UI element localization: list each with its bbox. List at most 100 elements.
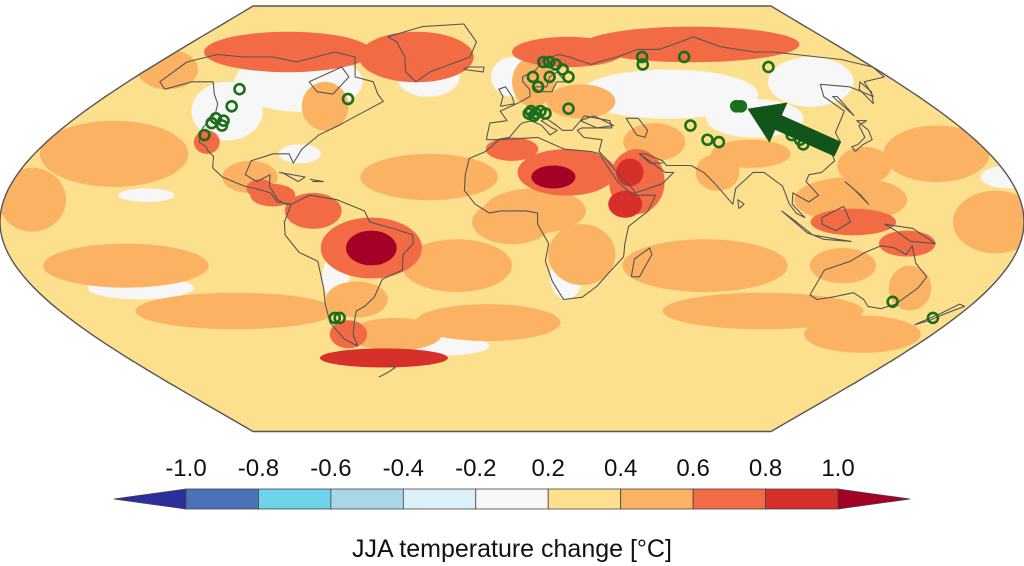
- station-marker: [527, 109, 540, 123]
- anomaly-patch: [246, 179, 275, 198]
- coastline: [844, 181, 870, 205]
- coastline: [737, 199, 745, 210]
- coastline: [639, 153, 664, 164]
- anomaly-patch: [837, 146, 892, 185]
- coastline: [851, 120, 873, 152]
- colorbar-tick-label: 0.6: [676, 455, 709, 482]
- anomaly-patch: [622, 239, 788, 293]
- coastline: [625, 117, 649, 138]
- coastline: [279, 171, 306, 183]
- colorbar-bin: [620, 488, 694, 510]
- anomaly-patch: [531, 165, 576, 189]
- station-marker: [537, 55, 550, 69]
- anomaly-patch: [695, 153, 740, 191]
- station-marker: [562, 70, 575, 84]
- anomaly-patch: [548, 224, 616, 286]
- colorbar-tick-label: 0.4: [604, 455, 637, 482]
- colorbar-tick-label: 0.2: [532, 455, 565, 482]
- station-marker: [636, 58, 650, 71]
- colorbar-bin: [475, 488, 549, 510]
- coastline: [809, 245, 928, 310]
- station-marker: [635, 50, 649, 64]
- coastline: [309, 178, 324, 183]
- coastline: [914, 303, 966, 326]
- anomaly-patch: [203, 31, 372, 73]
- station-marker: [215, 119, 229, 132]
- anomaly-patch: [952, 190, 1024, 254]
- station-markers: [198, 50, 940, 325]
- coastline: [463, 66, 485, 73]
- station-marker: [526, 70, 540, 84]
- anomaly-patch: [39, 120, 189, 187]
- anomaly-patch: [608, 190, 643, 218]
- colorbar-tick-label: -0.4: [383, 455, 424, 482]
- legend-title: JJA temperature change [°C]: [352, 535, 672, 563]
- anomaly-patch: [804, 315, 921, 353]
- colorbar-tick-label: -0.6: [310, 455, 351, 482]
- station-marker: [539, 107, 552, 120]
- coastline: [308, 66, 350, 95]
- anomaly-patch: [0, 167, 67, 232]
- colorbar-tick-label: -1.0: [165, 455, 206, 482]
- coastline: [884, 223, 936, 245]
- colorbar-bin: [402, 488, 477, 510]
- anomaly-patch: [301, 81, 349, 131]
- colorbar-over-triangle: [837, 488, 911, 510]
- station-marker-highlighted: [732, 100, 745, 113]
- station-marker: [531, 80, 545, 94]
- station-marker: [762, 60, 775, 74]
- anomaly-patch: [348, 317, 442, 351]
- station-marker: [198, 128, 211, 142]
- highlight-arrow: [747, 102, 842, 157]
- station-marker: [684, 119, 697, 132]
- station-marker: [701, 133, 714, 147]
- colorbar-bin: [692, 488, 766, 510]
- station-marker: [225, 99, 238, 113]
- station-marker: [712, 135, 726, 149]
- coastline: [858, 81, 875, 105]
- colorbar-under-triangle: [113, 488, 187, 510]
- colorbar-bin: [258, 488, 332, 510]
- anomaly-patch: [358, 31, 474, 83]
- anomaly-patch: [662, 292, 864, 330]
- anomaly-patch: [401, 239, 512, 293]
- anomaly-patch: [485, 137, 539, 161]
- station-marker: [328, 311, 342, 325]
- anomaly-patch: [809, 247, 877, 284]
- anomaly-patch: [329, 320, 368, 349]
- anomaly-patch: [579, 69, 759, 119]
- coastline: [821, 205, 852, 232]
- colorbar-bin: [330, 488, 404, 510]
- anomaly-patch: [43, 243, 209, 288]
- anomaly-field: [0, 26, 1024, 368]
- anomaly-patch: [118, 188, 175, 202]
- colorbar-tick-label: 0.8: [749, 455, 782, 482]
- anomaly-patch: [284, 192, 342, 229]
- colorbar-bin: [185, 488, 259, 510]
- anomaly-patch: [888, 265, 932, 311]
- coastline: [630, 247, 653, 278]
- station-marker: [341, 92, 355, 106]
- coastline: [812, 234, 852, 242]
- station-marker: [926, 311, 940, 325]
- coastline: [378, 364, 396, 378]
- coastline: [463, 136, 657, 301]
- colorbar-bin: [765, 488, 839, 510]
- colorbar-bin: [547, 488, 622, 510]
- station-marker: [333, 311, 346, 325]
- anomaly-patch: [346, 230, 397, 266]
- anomaly-patch: [319, 348, 448, 368]
- coastline: [485, 36, 885, 219]
- station-marker: [543, 70, 556, 84]
- station-marker: [562, 102, 575, 115]
- colorbar-tick-label: 1.0: [821, 455, 854, 482]
- anomaly-patch: [794, 176, 908, 223]
- anomaly-patch: [325, 281, 388, 318]
- anomaly-patch: [768, 56, 854, 107]
- arrow-shape: [747, 102, 842, 157]
- anomaly-patch: [278, 144, 321, 164]
- map-outline: [0, 5, 1024, 433]
- coastline: [283, 194, 414, 347]
